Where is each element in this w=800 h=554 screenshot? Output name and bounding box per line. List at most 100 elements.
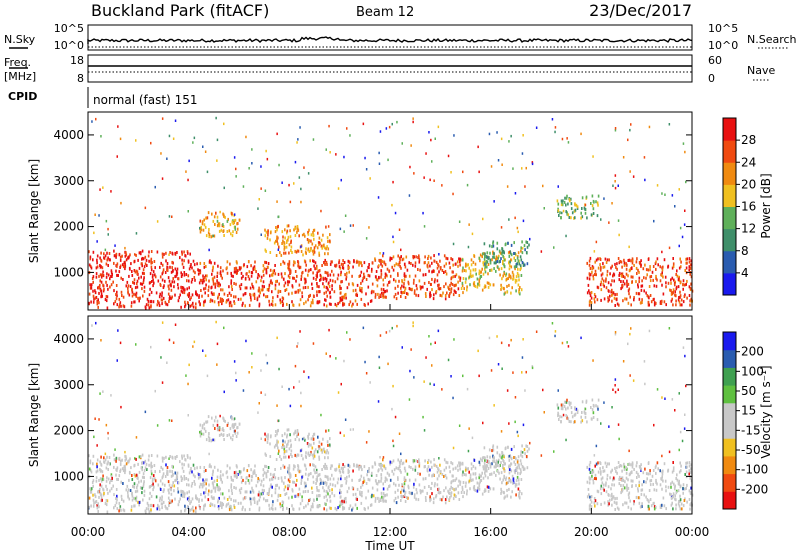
power-point	[213, 261, 216, 265]
velocity-point	[180, 493, 183, 497]
power-point	[118, 252, 121, 256]
velocity-point	[212, 469, 214, 473]
power-point	[236, 269, 238, 273]
power-point	[554, 130, 556, 134]
velocity-point	[326, 467, 328, 470]
velocity-point	[593, 501, 596, 505]
power-point	[428, 131, 430, 134]
velocity-point	[166, 469, 168, 473]
velocity-point	[199, 430, 201, 434]
velocity-point	[328, 485, 330, 489]
power-point	[675, 273, 677, 276]
power-point	[314, 244, 317, 248]
velocity-point	[520, 450, 522, 454]
power-point	[170, 288, 173, 292]
power-point	[244, 276, 247, 280]
power-point	[629, 295, 631, 299]
velocity-point	[260, 391, 262, 394]
velocity-point	[217, 500, 219, 504]
velocity-point	[311, 486, 313, 490]
velocity-point	[465, 481, 467, 485]
power-point	[493, 256, 496, 260]
velocity-point	[586, 495, 589, 499]
velocity-point	[638, 501, 641, 505]
velocity-point	[493, 404, 495, 407]
velocity-point	[591, 471, 594, 475]
velocity-point	[133, 463, 136, 467]
velocity-point	[311, 446, 314, 450]
velocity-point	[308, 454, 311, 457]
velocity-point	[329, 494, 331, 498]
velocity-point	[466, 492, 468, 496]
power-point	[327, 247, 330, 251]
power-point	[308, 268, 310, 272]
power-point	[167, 276, 170, 280]
power-point	[570, 216, 572, 220]
power-point	[271, 299, 274, 303]
velocity-point	[116, 498, 118, 502]
power-point	[131, 288, 133, 292]
velocity-point	[502, 464, 504, 467]
power-point	[482, 252, 484, 256]
velocity-point	[329, 466, 332, 470]
velocity-point	[368, 478, 371, 482]
velocity-point	[649, 498, 652, 501]
velocity-point	[217, 426, 220, 430]
velocity-point	[457, 468, 459, 472]
power-point	[318, 236, 321, 240]
velocity-point	[360, 474, 363, 478]
velocity-point	[218, 507, 220, 511]
velocity-point	[162, 500, 165, 504]
power-point	[111, 275, 113, 278]
velocity-point	[260, 437, 262, 440]
power-point	[503, 292, 506, 296]
velocity-point	[283, 465, 286, 469]
power-point	[113, 302, 115, 306]
velocity-point	[293, 386, 295, 389]
velocity-point	[482, 456, 484, 460]
velocity-point	[670, 496, 673, 500]
velocity-point	[116, 468, 118, 472]
velocity-point	[205, 487, 207, 491]
power-point	[248, 303, 251, 307]
power-point	[150, 268, 153, 272]
velocity-point	[417, 498, 420, 502]
velocity-point	[492, 459, 494, 463]
velocity-point	[122, 499, 125, 503]
power-point	[335, 153, 337, 156]
power-point	[679, 281, 682, 285]
power-point	[170, 270, 173, 274]
velocity-point	[480, 474, 482, 478]
velocity-point	[514, 456, 516, 459]
power-point	[93, 231, 95, 235]
velocity-point	[302, 457, 304, 461]
velocity-point	[653, 488, 656, 492]
power-point	[495, 257, 497, 261]
velocity-point	[339, 488, 341, 492]
velocity-point	[269, 472, 272, 476]
power-point	[484, 260, 486, 264]
power-point	[484, 285, 487, 289]
freq-tick-top: 18	[70, 54, 84, 67]
power-point	[294, 290, 297, 294]
power-point	[625, 267, 628, 271]
power-point	[531, 161, 534, 164]
power-point	[251, 162, 253, 165]
velocity-point	[503, 467, 505, 471]
velocity-point	[111, 476, 113, 480]
power-point	[286, 302, 288, 306]
velocity-point	[504, 447, 507, 451]
power-point	[663, 300, 666, 304]
power-point	[417, 294, 420, 298]
power-point	[377, 196, 380, 199]
velocity-point	[232, 434, 234, 438]
velocity-point	[678, 504, 681, 508]
velocity-point	[500, 341, 503, 345]
power-point	[678, 244, 680, 248]
velocity-point	[316, 488, 318, 492]
velocity-point	[375, 474, 378, 477]
velocity-point	[627, 486, 630, 490]
velocity-point	[374, 496, 377, 500]
velocity-point	[184, 509, 186, 513]
